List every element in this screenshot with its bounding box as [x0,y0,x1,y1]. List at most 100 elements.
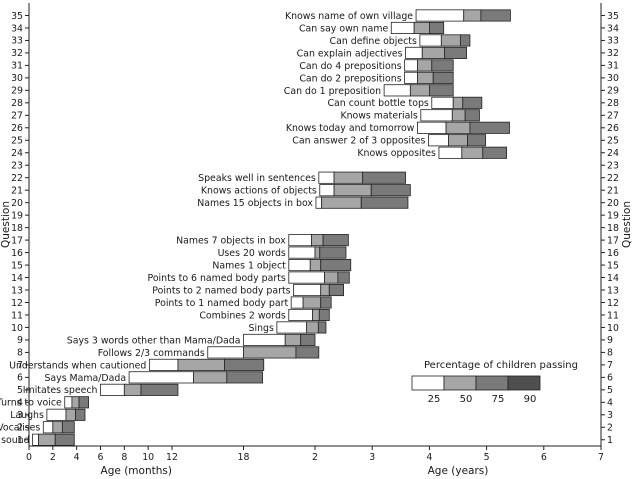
x-tick-label: 5 [484,452,490,463]
legend-title: Percentage of children passing [424,360,578,371]
y-tick-label-left: 20 [11,198,23,209]
bar-segment-q1-p3 [54,433,75,446]
bar-segment-q27-p3 [464,109,480,122]
bar-segment-q11-p2 [312,308,320,322]
y-tick-label-left: 24 [11,148,23,159]
y-tick-label-left: 30 [11,73,23,84]
bar-segment-q34-p2 [413,21,430,34]
bar-segment-q32-p2 [421,46,446,59]
y-tick-label-right: 9 [607,335,613,346]
y-tick-label-left: 16 [11,248,23,259]
y-tick-label-left: 7 [17,360,23,371]
item-label-q35: Knows name of own village [285,11,413,22]
bar-segment-q16-p1 [288,246,316,259]
bar-segment-q8-p1 [207,346,244,359]
y-tick-label-left: 1 [17,435,23,446]
item-label-q2: Vocalises [0,423,40,434]
item-label-q9: Says 3 words other than Mama/Dada [67,335,241,346]
bar-segment-q17-p2 [311,234,324,247]
y-tick-label-left: 23 [11,161,23,172]
item-label-q12: Points to 1 named body part [155,298,289,309]
bar-segment-q22-p1 [318,171,335,184]
y-tick-label-right: 21 [607,185,619,196]
bar-segment-q28-p1 [431,96,454,109]
bar-segment-q13-p3 [328,283,344,297]
item-label-q22: Speaks well in sentences [198,173,316,184]
bar-segment-q24-p3 [482,146,508,159]
bar-segment-q8-p2 [243,346,297,359]
x-tick-label: 4 [74,452,80,463]
x-tick-label: 3 [369,452,375,463]
legend-value-50: 50 [460,394,473,405]
legend-swatch-2 [443,375,477,391]
y-tick-label-left: 26 [11,123,23,134]
y-tick-label-left: 28 [11,98,23,109]
y-tick-label-left: 18 [11,223,23,234]
item-label-q14: Points to 6 named body parts [148,273,286,284]
legend-swatch-1 [411,375,445,391]
y-tick-label-right: 18 [607,223,619,234]
y-tick-label-right: 8 [607,348,613,359]
item-label-q6: Says Mama/Dada [44,373,126,384]
x-axis-label-years: Age (years) [428,465,489,477]
item-label-q31: Can do 4 prepositions [299,61,401,72]
bar-segment-q24-p2 [461,146,484,159]
y-tick-label-left: 21 [11,185,23,196]
bar-segment-q25-p3 [467,134,487,147]
x-axis-label-months: Age (months) [101,465,172,477]
bar-segment-q34-p1 [390,21,415,34]
bar-segment-q22-p3 [362,171,406,184]
y-tick-label-right: 34 [607,23,619,34]
bar-segment-q15-p1 [288,259,311,272]
y-tick-label-right: 2 [607,423,613,434]
y-tick-label-right: 31 [607,61,619,72]
y-tick-label-right: 12 [607,298,619,309]
y-tick-label-left: 4 [17,398,23,409]
y-tick-label-left: 35 [11,11,23,22]
y-tick-label-left: 10 [11,323,23,334]
bar-segment-q21-p3 [370,184,411,197]
bar-segment-q27-p2 [451,109,466,122]
bar-segment-q32-p1 [405,46,423,59]
bar-segment-q17-p1 [288,234,312,247]
bar-segment-q28-p3 [462,96,483,109]
bar-segment-q29-p1 [383,84,411,97]
legend-value-90: 90 [524,394,537,405]
item-label-q30: Can do 2 prepositions [299,73,401,84]
x-tick-label: 6 [98,452,104,463]
y-tick-label-right: 20 [607,198,619,209]
bar-segment-q2-p1 [42,421,54,434]
y-tick-label-left: 15 [11,260,23,271]
item-label-q4: Turns to voice [0,398,62,409]
bar-segment-q11-p1 [288,308,314,322]
bar-segment-q1-p1 [32,433,39,446]
bar-segment-q17-p3 [322,234,349,247]
bar-segment-q14-p1 [288,271,325,284]
bar-segment-q10-p2 [306,321,319,334]
legend-value-25: 25 [428,394,441,405]
y-tick-label-right: 17 [607,235,619,246]
bar-segment-q31-p1 [404,59,418,72]
bar-segment-q15-p3 [320,259,352,272]
bar-segment-q27-p1 [420,109,453,122]
y-tick-label-right: 32 [607,48,619,59]
bar-segment-q25-p1 [428,134,449,147]
x-tick-label: 8 [121,452,127,463]
bar-segment-q35-p1 [415,9,465,22]
item-label-q20: Names 15 objects in box [197,198,313,209]
item-label-q11: Combines 2 words [199,310,286,321]
bar-segment-q7-p2 [177,358,225,371]
bar-segment-q30-p3 [432,71,454,84]
bar-segment-q5-p3 [140,383,179,396]
y-tick-label-left: 29 [11,86,23,97]
y-tick-label-right: 27 [607,111,619,122]
legend-swatch-4 [507,375,541,391]
bar-segment-q30-p2 [417,71,434,84]
y-tick-label-right: 25 [607,136,619,147]
y-tick-label-right: 24 [607,148,619,159]
bar-segment-q8-p3 [295,346,320,359]
item-label-q32: Can explain adjectives [297,48,403,59]
bar-segment-q10-p1 [276,321,308,334]
y-tick-label-right: 23 [607,161,619,172]
